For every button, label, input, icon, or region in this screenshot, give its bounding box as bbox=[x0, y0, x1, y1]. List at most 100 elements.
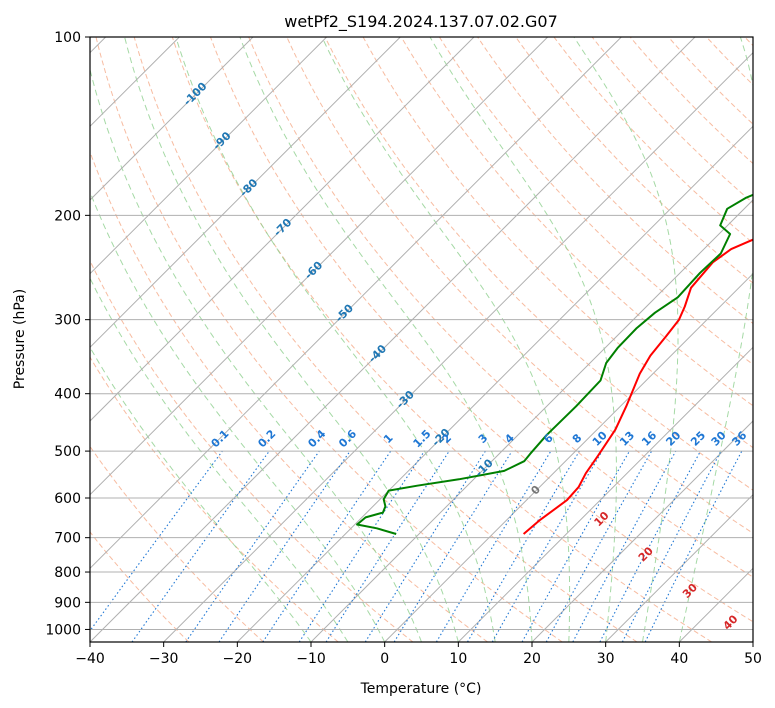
dry-adiabat bbox=[95, 37, 563, 642]
pressure-grid bbox=[90, 37, 753, 630]
temperature-line bbox=[522, 238, 753, 535]
dry-adiabat bbox=[706, 37, 753, 86]
y-axis-title: Pressure (hPa) bbox=[12, 289, 28, 389]
mixing-ratio-line bbox=[298, 450, 425, 642]
x-tick-label: 30 bbox=[597, 651, 615, 667]
mixing-ratio-line bbox=[621, 450, 722, 642]
mixing-ratio-line bbox=[393, 450, 513, 642]
dry-adiabat bbox=[90, 259, 414, 642]
moist-adiabat bbox=[429, 37, 617, 642]
mixing-ratio-line bbox=[572, 450, 677, 642]
isotherm bbox=[531, 420, 753, 642]
x-tick-label: −20 bbox=[223, 651, 253, 667]
plot-frame bbox=[89, 36, 754, 643]
mixing-ratio-label: 1 bbox=[381, 431, 396, 446]
mixing-ratio-line bbox=[185, 450, 320, 642]
dry-adiabat bbox=[90, 150, 488, 642]
mixing-ratio-label: 25 bbox=[688, 429, 708, 449]
mixing-ratio-label: 0.4 bbox=[305, 427, 328, 450]
dry-adiabat bbox=[400, 37, 753, 407]
mixing-ratio-label: 13 bbox=[617, 429, 637, 449]
moist-adiabat bbox=[321, 37, 571, 642]
x-tick-label: 10 bbox=[449, 651, 467, 667]
isotherm-label: -90 bbox=[210, 129, 233, 152]
mixing-ratio-label: 36 bbox=[729, 428, 749, 448]
x-tick-label: −40 bbox=[75, 651, 105, 667]
isotherm-label: -30 bbox=[394, 388, 417, 411]
isotherm-label: -50 bbox=[333, 301, 356, 324]
mixing-ratio-line bbox=[364, 450, 486, 642]
isotherm bbox=[752, 641, 753, 642]
x-axis: −40 −30 −20 −10 0 10 20 30 40 50 bbox=[75, 642, 762, 667]
dry-adiabat-label: 30 bbox=[680, 581, 700, 601]
isotherm bbox=[310, 199, 753, 642]
mixing-ratio-line bbox=[467, 450, 580, 642]
dry-adiabat bbox=[324, 37, 753, 491]
moist-adiabat bbox=[175, 37, 496, 642]
mixing-ratio-line bbox=[435, 450, 552, 642]
isotherm bbox=[605, 493, 753, 642]
isotherm-label: -70 bbox=[271, 216, 294, 239]
isotherm bbox=[384, 272, 753, 642]
isotherm-label: 0 bbox=[528, 483, 543, 498]
moist-adiabat bbox=[573, 37, 679, 642]
isotherm bbox=[90, 37, 475, 422]
moist-adiabat bbox=[124, 37, 459, 642]
mixing-ratio-line bbox=[599, 450, 701, 642]
mixing-ratio-line bbox=[218, 450, 351, 642]
isopleth-labels: -100-90-80-70-60-50-40-30-20-1000.1 0.2 0.… bbox=[181, 79, 750, 632]
mixing-ratio-line bbox=[131, 450, 270, 642]
dry-adiabat-label: 20 bbox=[636, 544, 656, 564]
y-tick-label: 500 bbox=[54, 444, 81, 460]
x-tick-label: 20 bbox=[523, 651, 541, 667]
x-tick-label: 0 bbox=[380, 651, 389, 667]
moist-adiabat bbox=[678, 37, 753, 642]
mixing-ratio-label: 16 bbox=[639, 428, 659, 448]
dry-adiabat bbox=[210, 37, 753, 623]
dry-adiabat bbox=[90, 531, 190, 642]
dry-adiabat bbox=[668, 37, 753, 125]
mixing-ratio-line bbox=[545, 450, 653, 642]
mixing-ratio-line bbox=[262, 450, 392, 642]
x-axis-title: Temperature (°C) bbox=[360, 681, 482, 697]
dry-adiabat bbox=[744, 37, 753, 47]
x-tick-label: −30 bbox=[149, 651, 179, 667]
mixing-ratio-line bbox=[325, 450, 450, 642]
mixing-ratio-label: 20 bbox=[663, 428, 683, 448]
mixing-ratio-label: 0.2 bbox=[255, 427, 278, 450]
y-tick-label: 100 bbox=[54, 30, 81, 46]
isotherm bbox=[90, 37, 254, 201]
isotherm bbox=[457, 346, 753, 642]
chart-title: wetPf2_S194.2024.137.07.02.G07 bbox=[284, 12, 558, 32]
y-tick-label: 200 bbox=[54, 208, 81, 224]
isotherm bbox=[90, 37, 696, 642]
y-tick-label: 400 bbox=[54, 387, 81, 403]
dry-adiabat bbox=[477, 37, 753, 325]
moist-adiabat bbox=[90, 67, 422, 642]
isotherm bbox=[678, 567, 753, 642]
dry-adiabat bbox=[286, 37, 753, 534]
y-tick-label: 900 bbox=[54, 595, 81, 611]
moist-adiabat bbox=[90, 277, 349, 642]
dry-adiabat bbox=[248, 37, 753, 578]
dry-adiabat bbox=[90, 356, 339, 642]
mixing-ratio-line bbox=[491, 450, 603, 642]
dry-adiabat bbox=[591, 37, 753, 204]
isotherm bbox=[90, 37, 328, 275]
moist-adiabat bbox=[239, 37, 533, 642]
moist-adiabat bbox=[90, 346, 312, 642]
y-tick-label: 600 bbox=[54, 491, 81, 507]
x-tick-label: −10 bbox=[296, 651, 326, 667]
mixing-ratio-label: 30 bbox=[709, 428, 729, 448]
dewpoint-line bbox=[356, 193, 753, 535]
y-tick-label: 300 bbox=[54, 313, 81, 329]
dry-adiabat bbox=[90, 445, 264, 642]
dry-adiabat bbox=[553, 37, 753, 244]
isotherm bbox=[90, 37, 622, 570]
y-tick-label: 800 bbox=[54, 565, 81, 581]
mixing-ratio-label: 10 bbox=[590, 428, 610, 448]
dry-adiabat bbox=[438, 37, 753, 366]
mixing-ratio-line bbox=[521, 450, 630, 642]
isotherm bbox=[236, 125, 753, 642]
